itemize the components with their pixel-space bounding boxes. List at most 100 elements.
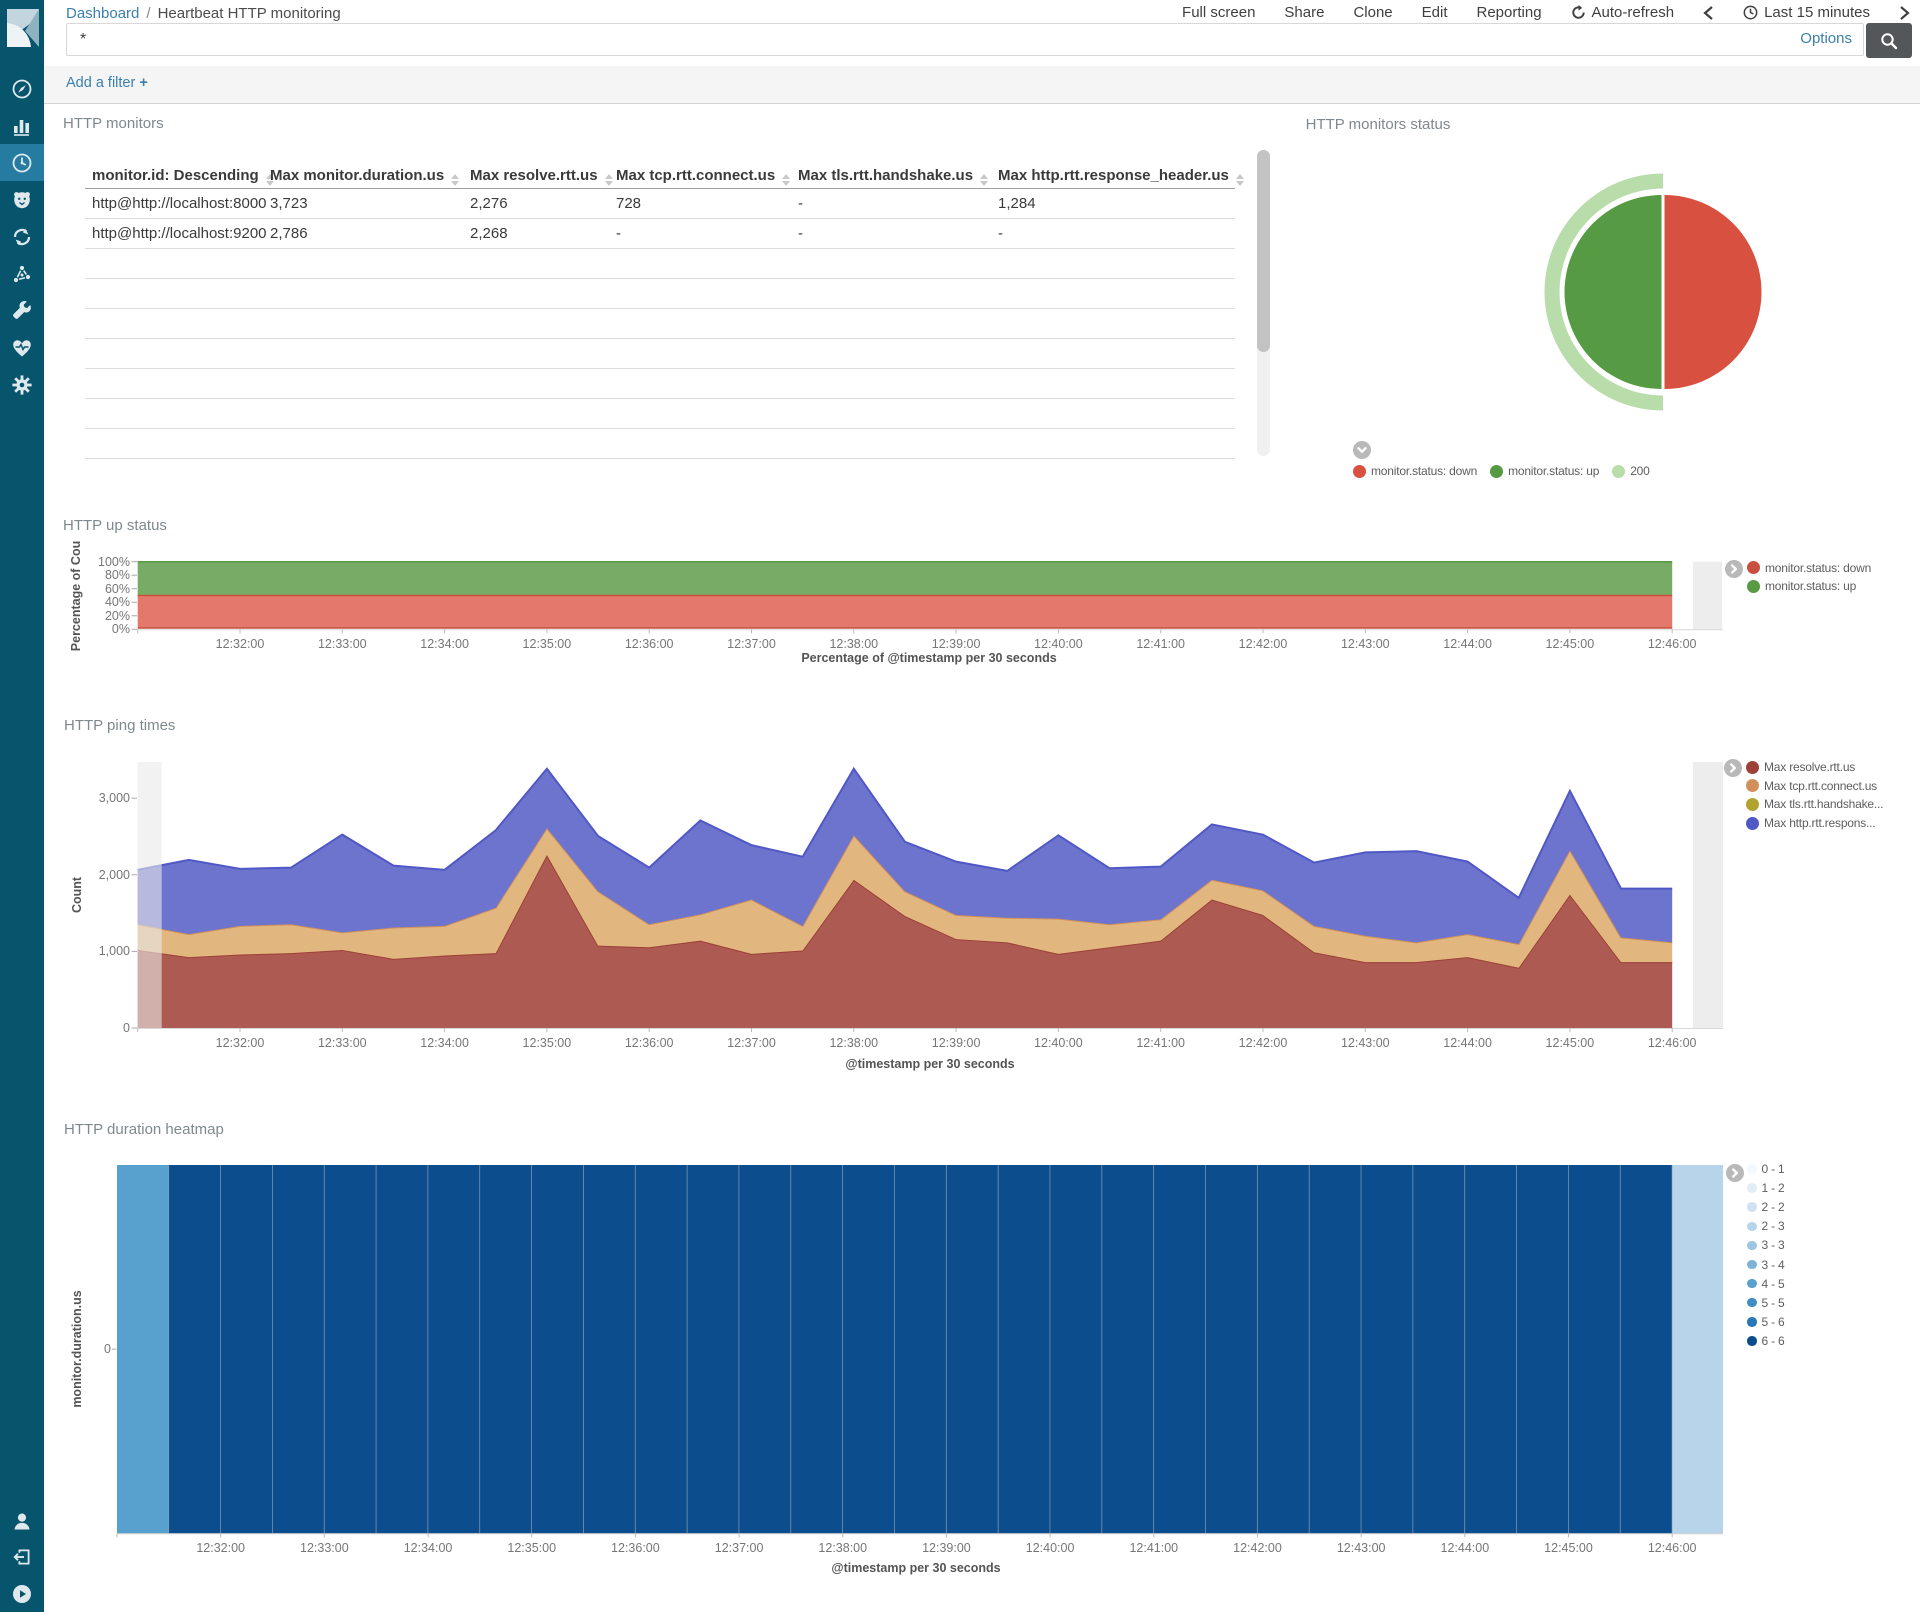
sidebar-item-dev-tools[interactable]	[0, 292, 44, 329]
heatmap-cell[interactable]	[1412, 1165, 1465, 1534]
heatmap-cell[interactable]	[790, 1165, 843, 1534]
heatmap-cell[interactable]	[635, 1165, 688, 1534]
heatmap-cell[interactable]	[427, 1165, 480, 1534]
sort-icon[interactable]	[265, 174, 274, 186]
legend-item-heatmap[interactable]: 3 - 3	[1747, 1238, 1785, 1252]
up-status-area-up[interactable]	[137, 561, 1673, 596]
legend-item-heatmap[interactable]: 5 - 5	[1747, 1296, 1785, 1310]
sort-icon[interactable]	[1235, 174, 1244, 186]
table-scrollbar-thumb[interactable]	[1257, 150, 1270, 352]
sidebar-item-monitoring[interactable]	[0, 329, 44, 366]
heatmap-cell[interactable]	[1361, 1165, 1413, 1534]
search-button[interactable]	[1866, 23, 1912, 58]
time-prev-button[interactable]	[1703, 5, 1714, 21]
column-header[interactable]: Max tcp.rtt.connect.us	[616, 165, 798, 189]
time-next-button[interactable]	[1899, 5, 1910, 21]
heatmap-cell[interactable]	[1153, 1165, 1206, 1534]
pie-legend-toggle[interactable]	[1353, 441, 1371, 459]
sidebar-item-account[interactable]	[0, 1502, 44, 1539]
heatmap-cell[interactable]	[168, 1165, 221, 1534]
heatmap-cell[interactable]	[1620, 1165, 1673, 1534]
column-header[interactable]: Max http.rtt.response_header.us	[998, 165, 1244, 189]
legend-item[interactable]: monitor.status: up	[1490, 464, 1599, 478]
menu-reporting[interactable]: Reporting	[1476, 4, 1542, 21]
table-row[interactable]: http@http://localhost:8000 3,723 2,276 728-…	[85, 188, 1235, 219]
up-status-area-down[interactable]	[137, 595, 1673, 628]
ping-area-max-http-rtt-respons-[interactable]	[137, 768, 1673, 944]
sidebar-item-management[interactable]	[0, 366, 44, 403]
menu-auto-refresh[interactable]: Auto-refresh	[1571, 4, 1674, 21]
heatmap-cell[interactable]	[1257, 1165, 1310, 1534]
sidebar-item-graph[interactable]	[0, 255, 44, 292]
sort-icon[interactable]	[604, 174, 613, 186]
menu-share[interactable]: Share	[1284, 4, 1325, 21]
legend-item-heatmap[interactable]: 6 - 6	[1747, 1334, 1785, 1348]
legend-item-heatmap[interactable]: 2 - 2	[1747, 1200, 1785, 1214]
time-range-picker[interactable]: Last 15 minutes	[1743, 4, 1870, 21]
sidebar-item-logout[interactable]	[0, 1539, 44, 1576]
heatmap-cell[interactable]	[738, 1165, 791, 1534]
heatmap-cell[interactable]	[479, 1165, 532, 1534]
sidebar-item-visualize[interactable]	[0, 107, 44, 144]
sort-icon[interactable]	[782, 174, 791, 186]
sidebar-item-timelion[interactable]	[0, 181, 44, 218]
sidebar-item-apm[interactable]	[0, 218, 44, 255]
legend-item-up-status[interactable]: monitor.status: down	[1747, 561, 1871, 575]
ping-area-max-tcp-rtt-connect-us[interactable]	[137, 828, 1673, 968]
sidebar-item-discover[interactable]	[0, 70, 44, 107]
heatmap-cell[interactable]	[583, 1165, 636, 1534]
legend-item-ping[interactable]: Max tls.rtt.handshake...	[1746, 797, 1883, 811]
add-filter-link[interactable]: Add a filter +	[66, 75, 148, 91]
legend-item[interactable]: 200	[1612, 464, 1650, 478]
heatmap-cell[interactable]	[842, 1165, 895, 1534]
table-row[interactable]: http@http://localhost:9200 2,786 2,268- - -	[85, 218, 1235, 249]
pie-outer-ring-200[interactable]	[1544, 173, 1663, 411]
legend-item[interactable]: monitor.status: down	[1353, 464, 1477, 478]
heatmap-cell[interactable]	[894, 1165, 947, 1534]
heatmap-cell[interactable]	[220, 1165, 273, 1534]
search-input[interactable]	[66, 23, 1864, 56]
kibana-logo-icon[interactable]	[5, 7, 41, 49]
heatmap-cell[interactable]	[272, 1165, 325, 1534]
column-header[interactable]: monitor.id: Descending	[85, 165, 274, 189]
menu-edit[interactable]: Edit	[1421, 4, 1448, 21]
sort-icon[interactable]	[451, 174, 460, 186]
legend-item-ping[interactable]: Max tcp.rtt.connect.us	[1746, 779, 1877, 793]
breadcrumb-dashboard-link[interactable]: Dashboard	[66, 5, 140, 22]
legend-item-heatmap[interactable]: 1 - 2	[1747, 1181, 1785, 1195]
heatmap-cell[interactable]	[1516, 1165, 1569, 1534]
legend-item-ping[interactable]: Max resolve.rtt.us	[1746, 760, 1855, 774]
heatmap-cell[interactable]	[1101, 1165, 1154, 1534]
legend-item-up-status[interactable]: monitor.status: up	[1747, 579, 1856, 593]
legend-item-heatmap[interactable]: 3 - 4	[1747, 1258, 1785, 1272]
column-header[interactable]: Max monitor.duration.us	[270, 165, 470, 189]
heatmap-cell[interactable]	[687, 1165, 739, 1534]
menu-full-screen[interactable]: Full screen	[1182, 4, 1256, 21]
heatmap-legend-toggle[interactable]	[1726, 1164, 1744, 1182]
legend-item-heatmap[interactable]: 2 - 3	[1747, 1219, 1785, 1233]
sidebar-item-collapse[interactable]	[0, 1575, 44, 1612]
column-header[interactable]: Max resolve.rtt.us	[470, 165, 616, 189]
heatmap-cell[interactable]	[998, 1165, 1050, 1534]
legend-item-heatmap[interactable]: 4 - 5	[1747, 1277, 1785, 1291]
heatmap-cell[interactable]	[324, 1165, 377, 1534]
legend-item-heatmap[interactable]: 5 - 6	[1747, 1315, 1785, 1329]
heatmap-cell[interactable]	[1568, 1165, 1621, 1534]
legend-item-heatmap[interactable]: 0 - 1	[1747, 1162, 1785, 1176]
column-header[interactable]: Max tls.rtt.handshake.us	[798, 165, 998, 189]
sidebar-item-dashboard[interactable]	[0, 144, 44, 181]
menu-clone[interactable]: Clone	[1353, 4, 1393, 21]
pie-slice-up[interactable]	[1564, 195, 1662, 389]
legend-item-ping[interactable]: Max http.rtt.respons...	[1746, 816, 1876, 830]
heatmap-cell[interactable]	[1672, 1165, 1723, 1534]
up-legend-toggle[interactable]	[1725, 560, 1743, 578]
ping-legend-toggle[interactable]	[1724, 759, 1742, 777]
search-options-link[interactable]: Options	[1800, 30, 1852, 47]
heatmap-cell[interactable]	[1309, 1165, 1362, 1534]
pie-slice-down[interactable]	[1664, 195, 1762, 389]
heatmap-cell[interactable]	[1049, 1165, 1102, 1534]
heatmap-cell[interactable]	[117, 1165, 169, 1534]
heatmap-cell[interactable]	[531, 1165, 584, 1534]
heatmap-cell[interactable]	[1464, 1165, 1517, 1534]
ping-area-max-resolve-rtt-us[interactable]	[137, 855, 1673, 1028]
